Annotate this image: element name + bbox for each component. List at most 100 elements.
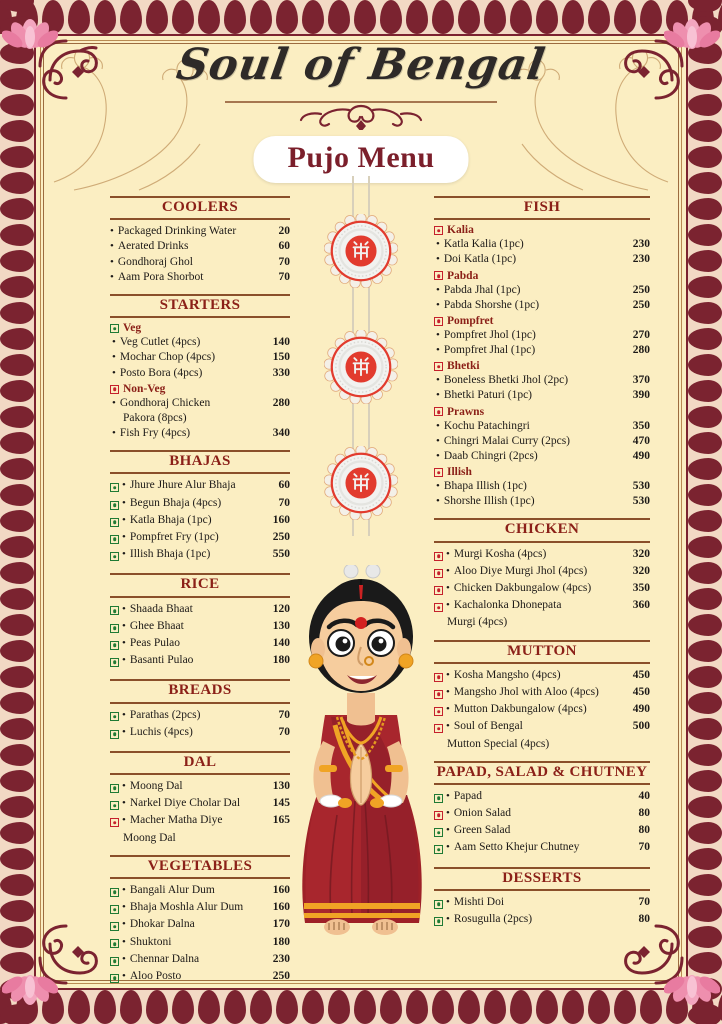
- menu-item[interactable]: • Packaged Drinking Water 20: [110, 224, 290, 239]
- menu-item[interactable]: • Begun Bhaja (4pcs) 70: [110, 496, 290, 513]
- menu-item[interactable]: • Basanti Pulao 180: [110, 653, 290, 670]
- menu-item-row[interactable]: • Bhapa Illish (1pc) 530: [434, 479, 650, 494]
- menu-item[interactable]: • Pompfret Jhol (1pc) 270: [434, 328, 650, 343]
- menu-item-row[interactable]: • Aam Setto Khejur Chutney 70: [434, 840, 650, 857]
- menu-item-row[interactable]: • Bangali Alur Dum 160: [110, 883, 290, 900]
- menu-item[interactable]: • Bhaja Moshla Alur Dum 160: [110, 900, 290, 917]
- menu-item[interactable]: • Chingri Malai Curry (2pcs) 470: [434, 434, 650, 449]
- menu-item[interactable]: • Katla Bhaja (1pc) 160: [110, 513, 290, 530]
- menu-item[interactable]: • Mutton Dakbungalow (4pcs) 490: [434, 702, 650, 719]
- menu-item-row[interactable]: • Luchis (4pcs) 70: [110, 725, 290, 742]
- menu-item-row[interactable]: • Papad 40: [434, 789, 650, 806]
- menu-item-row[interactable]: • Veg Cutlet (4pcs) 140: [110, 335, 290, 350]
- menu-item-row[interactable]: • Posto Bora (4pcs) 330: [110, 366, 290, 381]
- menu-item-row[interactable]: • Macher Matha Diye 165: [110, 813, 290, 830]
- menu-item-row[interactable]: • Bhaja Moshla Alur Dum 160: [110, 900, 290, 917]
- menu-item-row[interactable]: • Bhetki Paturi (1pc) 390: [434, 388, 650, 403]
- menu-item[interactable]: • Kochu Patachingri 350: [434, 419, 650, 434]
- menu-item-row[interactable]: • Chennar Dalna 230: [110, 952, 290, 969]
- menu-item-row[interactable]: • Gondhoraj Ghol 70: [110, 255, 290, 270]
- menu-item[interactable]: • Daab Chingri (2pcs) 490: [434, 449, 650, 464]
- menu-item[interactable]: • Kachalonka Dhonepata 360 Murgi (4pcs): [434, 598, 650, 630]
- menu-item[interactable]: • Green Salad 80: [434, 823, 650, 840]
- menu-item[interactable]: • Pompfret Jhal (1pc) 280: [434, 343, 650, 358]
- menu-item[interactable]: • Katla Kalia (1pc) 230: [434, 237, 650, 252]
- menu-item-row[interactable]: • Daab Chingri (2pcs) 490: [434, 449, 650, 464]
- menu-item[interactable]: • Bhetki Paturi (1pc) 390: [434, 388, 650, 403]
- menu-item-row[interactable]: • Green Salad 80: [434, 823, 650, 840]
- menu-item-row[interactable]: • Rosugulla (2pcs) 80: [434, 912, 650, 929]
- menu-item[interactable]: • Pabda Jhal (1pc) 250: [434, 283, 650, 298]
- menu-item-row[interactable]: • Aerated Drinks 60: [110, 239, 290, 254]
- menu-item-row[interactable]: • Pabda Jhal (1pc) 250: [434, 283, 650, 298]
- menu-item[interactable]: • Bangali Alur Dum 160: [110, 883, 290, 900]
- menu-item[interactable]: • Gondhoraj Chicken 280 Pakora (8pcs): [110, 396, 290, 426]
- menu-item-row[interactable]: • Moong Dal 130: [110, 779, 290, 796]
- menu-item[interactable]: • Rosugulla (2pcs) 80: [434, 912, 650, 929]
- menu-item-row[interactable]: • Mochar Chop (4pcs) 150: [110, 350, 290, 365]
- menu-item[interactable]: • Aam Setto Khejur Chutney 70: [434, 840, 650, 857]
- menu-item-row[interactable]: • Chingri Malai Curry (2pcs) 470: [434, 434, 650, 449]
- menu-item[interactable]: • Chicken Dakbungalow (4pcs) 350: [434, 581, 650, 598]
- menu-item[interactable]: • Moong Dal 130: [110, 779, 290, 796]
- menu-item[interactable]: • Fish Fry (4pcs) 340: [110, 426, 290, 441]
- menu-item-row[interactable]: • Kosha Mangsho (4pcs) 450: [434, 668, 650, 685]
- menu-item[interactable]: • Pabda Shorshe (1pc) 250: [434, 298, 650, 313]
- menu-item-row[interactable]: • Aam Pora Shorbot 70: [110, 270, 290, 285]
- menu-item[interactable]: • Ghee Bhaat 130: [110, 619, 290, 636]
- menu-item[interactable]: • Dhokar Dalna 170: [110, 917, 290, 934]
- menu-item[interactable]: • Mishti Doi 70: [434, 895, 650, 912]
- menu-item-row[interactable]: • Mishti Doi 70: [434, 895, 650, 912]
- menu-item-row[interactable]: • Pompfret Jhal (1pc) 280: [434, 343, 650, 358]
- menu-item-row[interactable]: • Shorshe Illish (1pc) 530: [434, 494, 650, 509]
- menu-item-row[interactable]: • Dhokar Dalna 170: [110, 917, 290, 934]
- menu-item[interactable]: • Mangsho Jhol with Aloo (4pcs) 450: [434, 685, 650, 702]
- menu-item[interactable]: • Papad 40: [434, 789, 650, 806]
- menu-item-row[interactable]: • Murgi Kosha (4pcs) 320: [434, 547, 650, 564]
- menu-item-row[interactable]: • Mutton Dakbungalow (4pcs) 490: [434, 702, 650, 719]
- menu-item[interactable]: • Aloo Diye Murgi Jhol (4pcs) 320: [434, 564, 650, 581]
- menu-item[interactable]: • Shuktoni 180: [110, 935, 290, 952]
- menu-item-row[interactable]: • Fish Fry (4pcs) 340: [110, 426, 290, 441]
- menu-item[interactable]: • Mochar Chop (4pcs) 150: [110, 350, 290, 365]
- menu-item[interactable]: • Pompfret Fry (1pc) 250: [110, 530, 290, 547]
- menu-item-row[interactable]: • Ghee Bhaat 130: [110, 619, 290, 636]
- menu-item-row[interactable]: • Doi Katla (1pc) 230: [434, 252, 650, 267]
- menu-item[interactable]: • Posto Bora (4pcs) 330: [110, 366, 290, 381]
- menu-item[interactable]: • Shorshe Illish (1pc) 530: [434, 494, 650, 509]
- menu-item[interactable]: • Luchis (4pcs) 70: [110, 725, 290, 742]
- menu-item[interactable]: • Doi Katla (1pc) 230: [434, 252, 650, 267]
- menu-item[interactable]: • Narkel Diye Cholar Dal 145: [110, 796, 290, 813]
- menu-item-row[interactable]: • Boneless Bhetki Jhol (2pc) 370: [434, 373, 650, 388]
- menu-item-row[interactable]: • Shuktoni 180: [110, 935, 290, 952]
- menu-item-row[interactable]: • Soul of Bengal 500: [434, 719, 650, 736]
- menu-item[interactable]: • Shaada Bhaat 120: [110, 602, 290, 619]
- menu-item[interactable]: • Boneless Bhetki Jhol (2pc) 370: [434, 373, 650, 388]
- menu-item[interactable]: • Soul of Bengal 500 Mutton Special (4pcs): [434, 719, 650, 751]
- menu-item-row[interactable]: • Aloo Diye Murgi Jhol (4pcs) 320: [434, 564, 650, 581]
- menu-item[interactable]: • Jhure Jhure Alur Bhaja 60: [110, 478, 290, 495]
- menu-item[interactable]: • Kosha Mangsho (4pcs) 450: [434, 668, 650, 685]
- menu-item[interactable]: • Veg Cutlet (4pcs) 140: [110, 335, 290, 350]
- menu-item-row[interactable]: • Pompfret Jhol (1pc) 270: [434, 328, 650, 343]
- menu-item-row[interactable]: • Jhure Jhure Alur Bhaja 60: [110, 478, 290, 495]
- menu-item-row[interactable]: • Shaada Bhaat 120: [110, 602, 290, 619]
- menu-item[interactable]: • Gondhoraj Ghol 70: [110, 255, 290, 270]
- menu-item-row[interactable]: • Mangsho Jhol with Aloo (4pcs) 450: [434, 685, 650, 702]
- menu-item-row[interactable]: • Parathas (2pcs) 70: [110, 708, 290, 725]
- menu-item[interactable]: • Bhapa Illish (1pc) 530: [434, 479, 650, 494]
- menu-item[interactable]: • Chennar Dalna 230: [110, 952, 290, 969]
- menu-item-row[interactable]: • Illish Bhaja (1pc) 550: [110, 547, 290, 564]
- menu-item-row[interactable]: • Narkel Diye Cholar Dal 145: [110, 796, 290, 813]
- menu-item[interactable]: • Illish Bhaja (1pc) 550: [110, 547, 290, 564]
- menu-item[interactable]: • Macher Matha Diye 165 Moong Dal: [110, 813, 290, 845]
- menu-item-row[interactable]: • Pabda Shorshe (1pc) 250: [434, 298, 650, 313]
- menu-item-row[interactable]: • Chicken Dakbungalow (4pcs) 350: [434, 581, 650, 598]
- menu-item-row[interactable]: • Katla Bhaja (1pc) 160: [110, 513, 290, 530]
- menu-item-row[interactable]: • Aloo Posto 250: [110, 969, 290, 986]
- menu-item-row[interactable]: • Begun Bhaja (4pcs) 70: [110, 496, 290, 513]
- menu-item-row[interactable]: • Gondhoraj Chicken 280: [110, 396, 290, 411]
- menu-item[interactable]: • Murgi Kosha (4pcs) 320: [434, 547, 650, 564]
- menu-item[interactable]: • Aam Pora Shorbot 70: [110, 270, 290, 285]
- menu-item-row[interactable]: • Kochu Patachingri 350: [434, 419, 650, 434]
